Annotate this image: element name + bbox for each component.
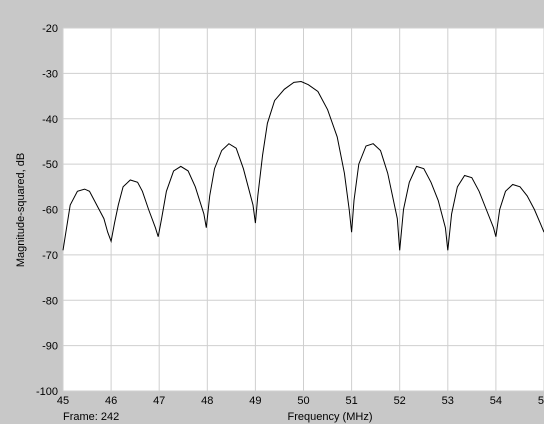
y-tick-label: -30 <box>42 68 58 80</box>
y-tick-label: -20 <box>42 23 58 35</box>
y-axis-title: Magnitude-squared, dB <box>15 153 27 267</box>
grid <box>62 27 544 392</box>
x-tick-label: 55 <box>538 395 544 407</box>
x-tick-label: 49 <box>249 395 261 407</box>
spectrum-line <box>62 80 544 251</box>
y-tick-label: -90 <box>42 341 58 353</box>
tick-labels: 45 46 47 48 49 50 51 52 53 54 55 -20 -30 -40 -50 -60 -70… <box>36 23 544 407</box>
x-tick-label: 53 <box>442 395 454 407</box>
y-tick-label: -40 <box>42 114 58 126</box>
frame-label: Frame: 242 <box>63 411 119 423</box>
y-tick-label: -100 <box>36 386 58 398</box>
x-tick-label: 46 <box>105 395 117 407</box>
x-tick-label: 47 <box>153 395 165 407</box>
x-tick-label: 51 <box>345 395 357 407</box>
x-tick-label: 50 <box>297 395 309 407</box>
y-tick-label: -70 <box>42 250 58 262</box>
x-tick-label: 52 <box>394 395 406 407</box>
x-tick-label: 45 <box>57 395 69 407</box>
y-tick-label: -50 <box>42 159 58 171</box>
y-tick-label: -80 <box>42 295 58 307</box>
x-tick-label: 48 <box>201 395 213 407</box>
x-axis-title: Frequency (MHz) <box>288 411 373 423</box>
x-tick-label: 54 <box>490 395 502 407</box>
y-tick-label: -60 <box>42 205 58 217</box>
